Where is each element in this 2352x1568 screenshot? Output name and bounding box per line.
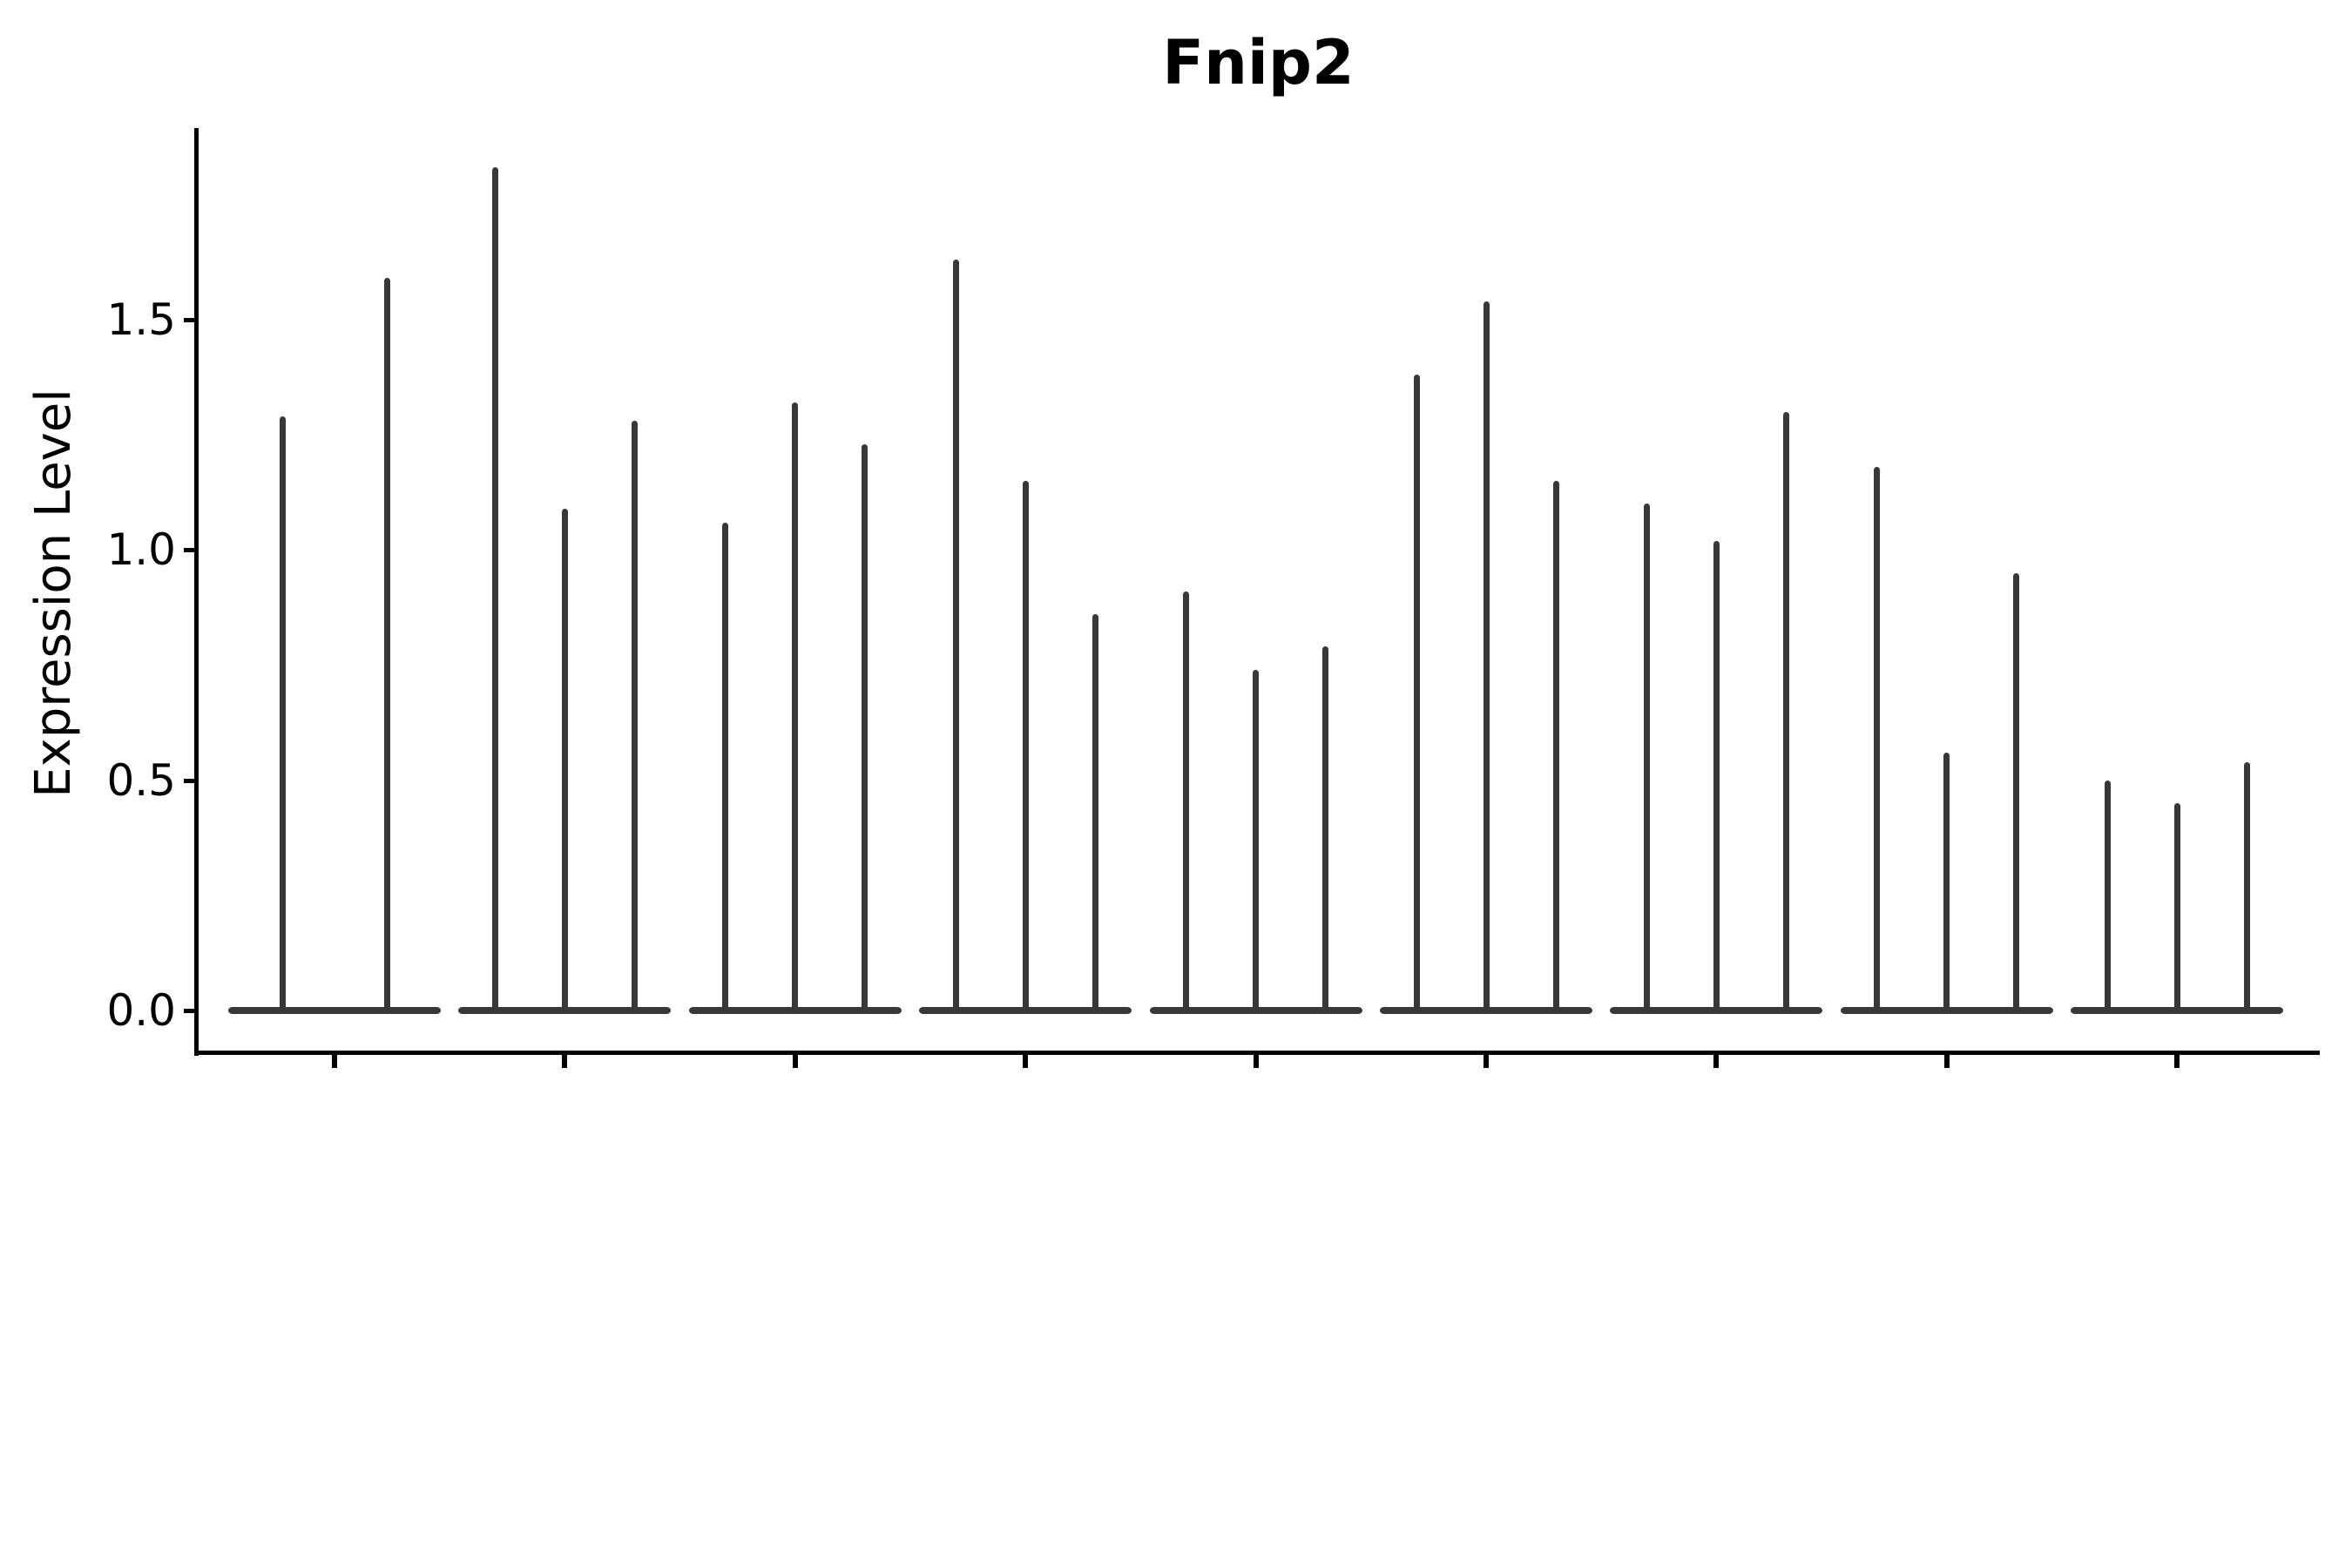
violin-spike [1092, 614, 1098, 1010]
violin-spike [1414, 375, 1420, 1010]
violin-base [1610, 1007, 1822, 1014]
y-tick-label: 1.5 [106, 294, 176, 345]
violin-spike [492, 167, 498, 1010]
violin-spike [2244, 762, 2250, 1010]
violin-spike [280, 416, 286, 1010]
y-axis-label: Expression Level [25, 389, 82, 798]
violin-base [1380, 1007, 1592, 1014]
violin-base [1841, 1007, 2053, 1014]
violin-spike [2174, 803, 2180, 1010]
violin-base [689, 1007, 902, 1014]
x-tick-mark [332, 1055, 337, 1068]
violin-spike [1183, 591, 1189, 1010]
violin-base [228, 1007, 441, 1014]
y-tick-mark [184, 318, 197, 322]
violin-spike [953, 260, 959, 1010]
violin-base [919, 1007, 1132, 1014]
x-tick-mark [1023, 1055, 1028, 1068]
violin-spike [1322, 646, 1328, 1010]
violin-spike [632, 421, 638, 1010]
violin-spike [1713, 541, 1720, 1010]
violin-spike [2105, 781, 2111, 1010]
y-tick-mark [184, 1009, 197, 1013]
violin-spike [1553, 481, 1559, 1010]
violin-spike [562, 509, 568, 1010]
violin-spike [862, 444, 868, 1010]
violin-spike [1644, 504, 1650, 1010]
x-axis-spine [194, 1051, 2320, 1055]
violin-spike [722, 523, 728, 1010]
x-tick-mark [1484, 1055, 1489, 1068]
violin-base [2071, 1007, 2283, 1014]
violin-spike [1874, 467, 1880, 1010]
x-tick-mark [793, 1055, 798, 1068]
violin-spike [1484, 301, 1490, 1010]
x-tick-mark [1713, 1055, 1719, 1068]
violin-base [458, 1007, 671, 1014]
violin-base [1150, 1007, 1362, 1014]
chart-title: Fnip2 [1162, 27, 1355, 98]
y-tick-mark [184, 548, 197, 552]
x-tick-mark [562, 1055, 567, 1068]
y-tick-mark [184, 779, 197, 783]
violin-spike [384, 278, 390, 1010]
violin-spike [792, 402, 798, 1010]
y-tick-label: 1.0 [106, 524, 176, 575]
x-tick-mark [1944, 1055, 1950, 1068]
y-axis-spine [194, 128, 199, 1056]
violin-spike [2013, 573, 2019, 1010]
violin-spike [1783, 412, 1789, 1010]
violin-spike [1253, 670, 1259, 1010]
x-tick-mark [1254, 1055, 1259, 1068]
x-tick-mark [2174, 1055, 2180, 1068]
y-tick-label: 0.5 [106, 755, 176, 806]
violin-spike [1943, 753, 1950, 1010]
y-tick-label: 0.0 [106, 985, 176, 1036]
violin-spike [1023, 481, 1029, 1010]
